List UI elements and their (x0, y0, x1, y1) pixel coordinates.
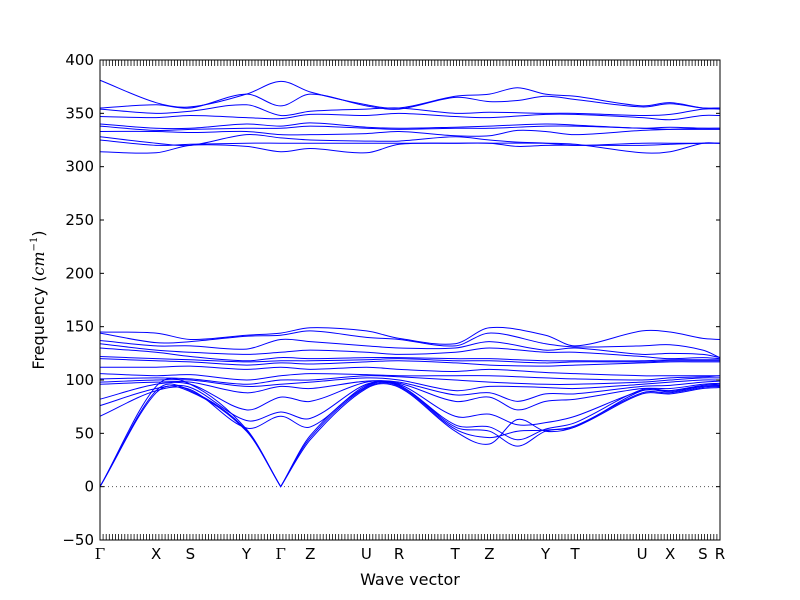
y-axis-label-text: Frequency ( (29, 276, 48, 370)
x-tick-label-5: Γ (275, 545, 285, 563)
x-tick-label-6: Z (305, 545, 315, 563)
x-tick-label-14: X (665, 545, 675, 563)
x-axis-label: Wave vector (360, 570, 460, 589)
plot-area (99, 59, 721, 541)
x-tick-label-3: S (186, 545, 196, 563)
phonon-branch-2 (99, 93, 721, 110)
phonon-branch-13 (99, 338, 721, 359)
y-axis-label: Frequency (cm−1) (29, 230, 48, 369)
y-tick-label: 150 (65, 318, 94, 336)
x-tick-label-16: R (715, 545, 725, 563)
phonon-branch-6 (99, 125, 720, 131)
y-tick-label: −50 (62, 531, 94, 549)
axes-frame (99, 59, 721, 541)
series-layer (99, 79, 721, 488)
phonon-branch-1 (99, 79, 721, 109)
phonon-branch-18 (99, 365, 720, 377)
y-tick-label: 250 (65, 211, 94, 229)
phonon-branch-17 (99, 358, 720, 367)
phonon-branch-14 (99, 343, 721, 360)
phonon-branch-4 (99, 112, 721, 121)
phonon-branch-19 (99, 373, 721, 381)
phonon-branch-8 (99, 133, 720, 147)
x-tick-label-13: U (637, 545, 648, 563)
x-tick-label-4: Y (241, 545, 252, 563)
ticks-layer (99, 59, 721, 541)
phonon-branch-5 (99, 122, 721, 130)
y-axis-label-exponent: −1 (29, 237, 40, 252)
y-tick-labels: −50 0 50 100 150 200 250 300 350 400 (62, 51, 94, 549)
phonon-branch-26 (99, 377, 721, 488)
y-tick-label: 400 (65, 51, 94, 69)
x-tick-label-12: T (570, 545, 581, 563)
phonon-branch-7 (99, 127, 721, 137)
y-tick-label: 50 (75, 424, 94, 442)
x-tick-label-10: Z (484, 545, 494, 563)
phonon-branch-3 (99, 104, 721, 117)
phonon-branch-16 (99, 356, 720, 364)
y-axis-label-close: ) (29, 230, 48, 236)
y-tick-label: 100 (65, 371, 94, 389)
phonon-branch-11 (99, 326, 721, 347)
y-tick-label: 350 (65, 104, 94, 122)
y-tick-label: 300 (65, 158, 94, 176)
phonon-branch-20 (99, 375, 721, 385)
x-tick-label-11: Y (540, 545, 551, 563)
phonon-branch-22 (99, 380, 721, 402)
x-tick-label-15: S (698, 545, 708, 563)
x-tick-label-7: U (361, 545, 372, 563)
x-tick-label-1: Γ (95, 545, 105, 563)
y-axis-label-unit: cm (29, 251, 48, 275)
phonon-branch-25 (99, 381, 721, 441)
phonon-branch-21 (99, 377, 721, 392)
y-tick-label: 200 (65, 264, 94, 282)
phonon-branch-28 (99, 383, 721, 488)
phonon-branch-12 (99, 330, 721, 359)
phonon-branch-10 (99, 142, 721, 154)
phonon-branch-27 (99, 382, 721, 488)
y-tick-label: 0 (84, 478, 94, 496)
x-tick-label-2: X (151, 545, 161, 563)
x-tick-label-9: T (450, 545, 461, 563)
x-tick-label-8: R (394, 545, 404, 563)
phonon-branch-15 (99, 347, 720, 362)
